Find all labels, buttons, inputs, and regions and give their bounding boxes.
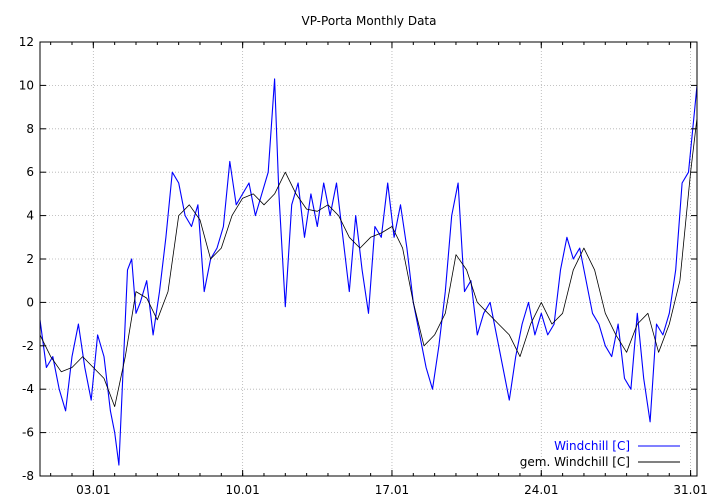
y-tick-label: 0	[26, 295, 34, 309]
legend-label: gem. Windchill [C]	[520, 455, 630, 469]
grid	[40, 42, 697, 476]
legend-label: Windchill [C]	[554, 439, 630, 453]
x-tick-label: 17.01	[375, 483, 409, 497]
y-tick-label: -2	[22, 339, 34, 353]
y-tick-label: 6	[26, 165, 34, 179]
x-tick-label: 24.01	[524, 483, 558, 497]
y-tick-label: 4	[26, 209, 34, 223]
y-tick-label: -6	[22, 426, 34, 440]
y-tick-label: 2	[26, 252, 34, 266]
y-tick-label: 8	[26, 122, 34, 136]
axes: -8 -6 -4 -2 0 2 4 6 8 10 12 03.01 10.01 17.01 24.01 31.…	[19, 35, 708, 497]
x-tick-label: 03.01	[76, 483, 110, 497]
chart-title: VP-Porta Monthly Data	[302, 14, 437, 28]
x-tick-label: 10.01	[225, 483, 259, 497]
y-tick-label: 10	[19, 78, 34, 92]
y-tick-label: 12	[19, 35, 34, 49]
series-line-windchill	[39, 78, 698, 466]
legend: Windchill [C] gem. Windchill [C]	[520, 439, 680, 469]
series-line-avg-windchill	[39, 117, 698, 408]
y-tick-label: -4	[22, 382, 34, 396]
plot-series	[39, 78, 698, 466]
y-tick-label: -8	[22, 469, 34, 483]
x-tick-label: 31.01	[673, 483, 707, 497]
